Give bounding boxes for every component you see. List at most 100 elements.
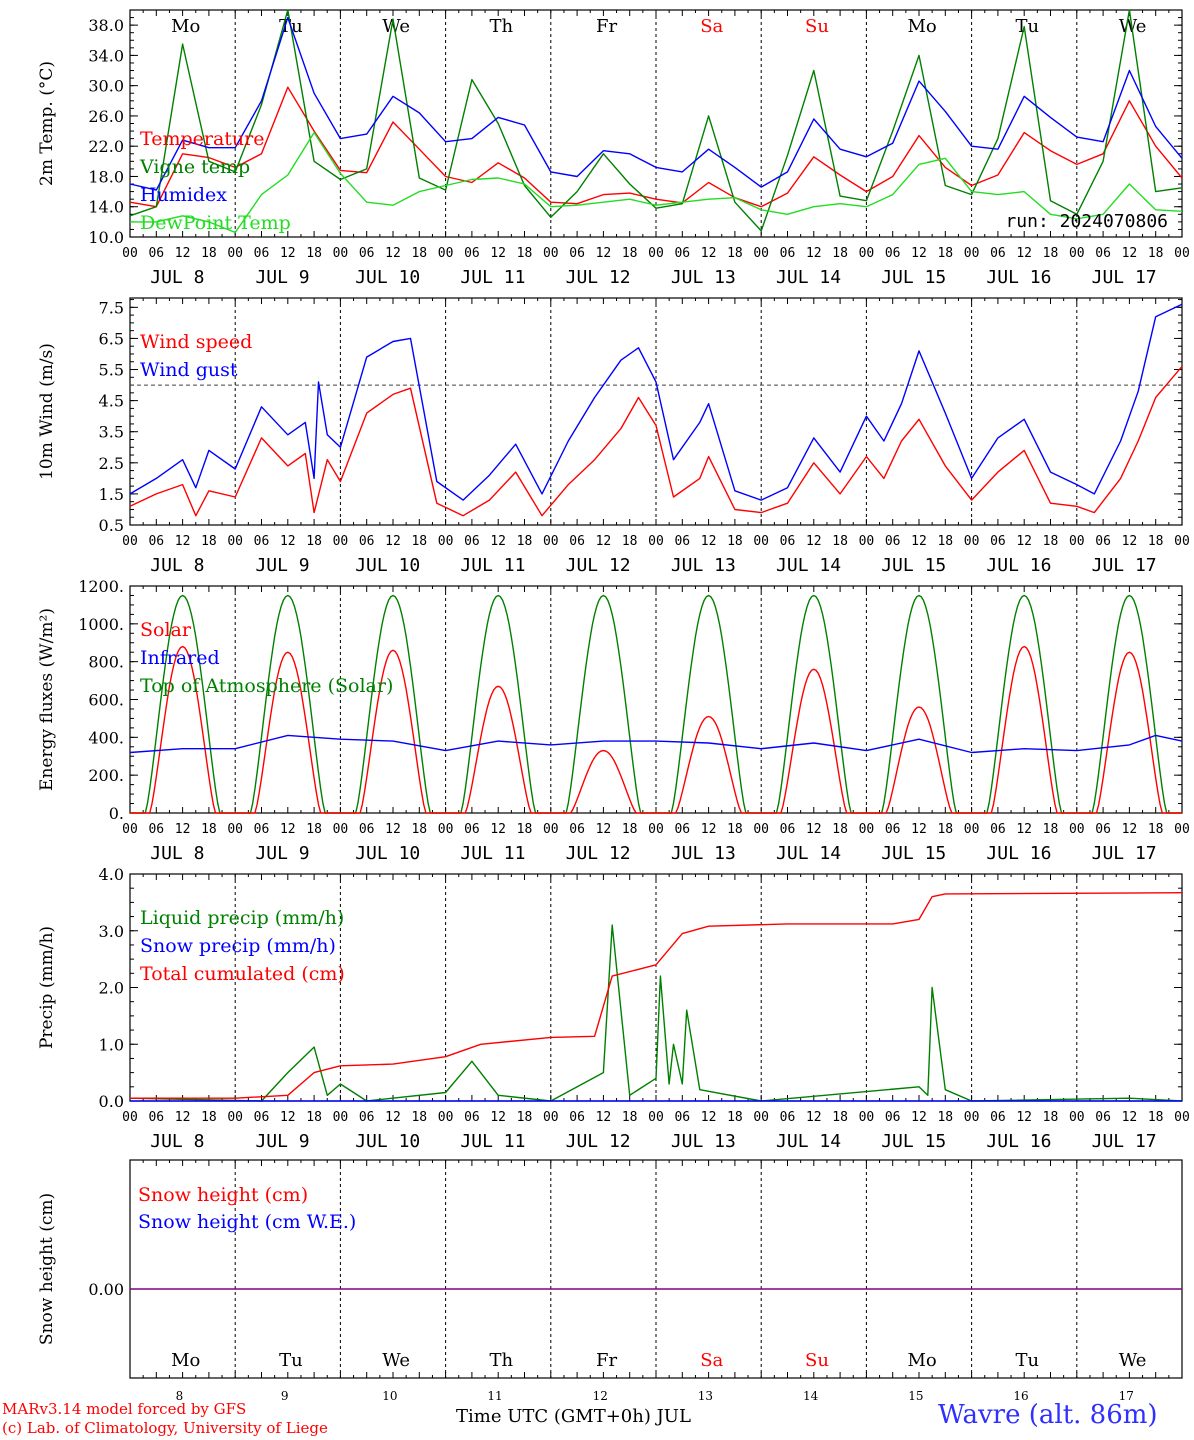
hour-label: 18	[832, 246, 848, 261]
hour-label: 18	[517, 1110, 533, 1125]
date-label: JUL 10	[355, 1131, 420, 1152]
hour-label: 18	[411, 246, 427, 261]
hour-label: 12	[280, 822, 296, 837]
legend-temperature: Temperature	[140, 128, 264, 150]
hour-label: 06	[674, 246, 690, 261]
hour-label: 06	[780, 1110, 796, 1125]
weekday-label: Tu	[279, 1350, 303, 1371]
y-tick-label: 4.0	[99, 865, 124, 884]
hour-label: 12	[490, 1110, 506, 1125]
weekday-label: Th	[490, 16, 514, 37]
y-tick-label: 14.0	[88, 198, 124, 217]
y-tick-label: 3.0	[99, 922, 124, 941]
date-label: JUL 12	[566, 267, 631, 288]
weekday-label: Su	[805, 1350, 829, 1371]
weekday-label: Fr	[596, 1350, 617, 1371]
date-label: JUL 16	[986, 267, 1051, 288]
hour-label: 12	[280, 246, 296, 261]
hour-label: 00	[648, 246, 664, 261]
legend-dewpoint-temp: DewPoint Temp	[140, 212, 291, 234]
hour-label: 12	[806, 534, 822, 549]
hour-label: 12	[701, 246, 717, 261]
legend-solar: Solar	[140, 619, 192, 641]
hour-label: 00	[964, 534, 980, 549]
hour-label: 12	[596, 822, 612, 837]
hour-label: 12	[1016, 246, 1032, 261]
hour-label: 06	[885, 534, 901, 549]
day-number-label: 8	[176, 1389, 184, 1403]
date-label: JUL 16	[986, 1131, 1051, 1152]
weekday-label: We	[1119, 1350, 1147, 1371]
hour-label: 18	[937, 246, 953, 261]
date-label: JUL 14	[776, 843, 841, 864]
y-tick-label: 0.0	[99, 1092, 124, 1111]
hour-label: 06	[569, 534, 585, 549]
hour-label: 12	[911, 246, 927, 261]
y-tick-label: 800.	[88, 653, 124, 672]
date-label: JUL 10	[355, 555, 420, 576]
date-label: JUL 16	[986, 843, 1051, 864]
legend-infrared: Infrared	[140, 647, 220, 669]
lab-credit: (c) Lab. of Climatology, University of L…	[2, 1419, 328, 1437]
date-label: JUL 16	[986, 555, 1051, 576]
y-tick-label: 18.0	[88, 167, 124, 186]
hour-label: 12	[1122, 534, 1138, 549]
hour-label: 00	[859, 1110, 875, 1125]
hour-label: 18	[517, 534, 533, 549]
date-label: JUL 8	[150, 267, 204, 288]
date-label: JUL 12	[566, 555, 631, 576]
hour-label: 12	[1016, 1110, 1032, 1125]
weekday-label: Mo	[171, 16, 200, 37]
hour-label: 06	[148, 822, 164, 837]
hour-label: 18	[727, 1110, 743, 1125]
day-number-label: 9	[281, 1389, 289, 1403]
y-tick-label: 3.5	[99, 423, 124, 442]
date-label: JUL 15	[881, 555, 946, 576]
hour-label: 12	[490, 534, 506, 549]
hour-label: 06	[254, 246, 270, 261]
hour-label: 18	[306, 822, 322, 837]
y-tick-label: 1.0	[99, 1035, 124, 1054]
hour-label: 00	[964, 822, 980, 837]
hour-label: 00	[122, 822, 138, 837]
hour-label: 06	[254, 1110, 270, 1125]
date-label: JUL 9	[255, 1131, 309, 1152]
hour-label: 12	[175, 1110, 191, 1125]
hour-label: 12	[1122, 246, 1138, 261]
hour-label: 18	[937, 1110, 953, 1125]
y-tick-label: 34.0	[88, 46, 124, 65]
hour-label: 06	[148, 1110, 164, 1125]
hour-label: 00	[753, 534, 769, 549]
hour-label: 00	[1069, 1110, 1085, 1125]
hour-label: 00	[438, 246, 454, 261]
hour-label: 12	[490, 822, 506, 837]
hour-label: 06	[990, 534, 1006, 549]
legend-snow-height-cm-w-e-: Snow height (cm W.E.)	[138, 1211, 356, 1233]
hour-label: 00	[1174, 534, 1190, 549]
hour-label: 12	[385, 246, 401, 261]
hour-label: 12	[280, 534, 296, 549]
hour-label: 00	[648, 822, 664, 837]
hour-label: 12	[701, 822, 717, 837]
hour-label: 00	[333, 534, 349, 549]
date-label: JUL 14	[776, 1131, 841, 1152]
hour-label: 06	[464, 1110, 480, 1125]
hour-label: 00	[543, 246, 559, 261]
hour-label: 18	[937, 534, 953, 549]
date-label: JUL 17	[1092, 267, 1157, 288]
hour-label: 12	[911, 534, 927, 549]
date-label: JUL 12	[566, 843, 631, 864]
hour-label: 18	[1043, 1110, 1059, 1125]
hour-label: 06	[674, 1110, 690, 1125]
date-label: JUL 13	[671, 267, 736, 288]
hour-label: 12	[596, 246, 612, 261]
hour-label: 12	[175, 822, 191, 837]
hour-label: 00	[122, 1110, 138, 1125]
hour-label: 18	[727, 534, 743, 549]
date-label: JUL 13	[671, 1131, 736, 1152]
day-number-label: 12	[593, 1389, 608, 1403]
legend-total-cumulated-cm-: Total cumulated (cm)	[140, 963, 345, 985]
hour-label: 06	[885, 822, 901, 837]
hour-label: 12	[806, 1110, 822, 1125]
hour-label: 12	[1122, 822, 1138, 837]
